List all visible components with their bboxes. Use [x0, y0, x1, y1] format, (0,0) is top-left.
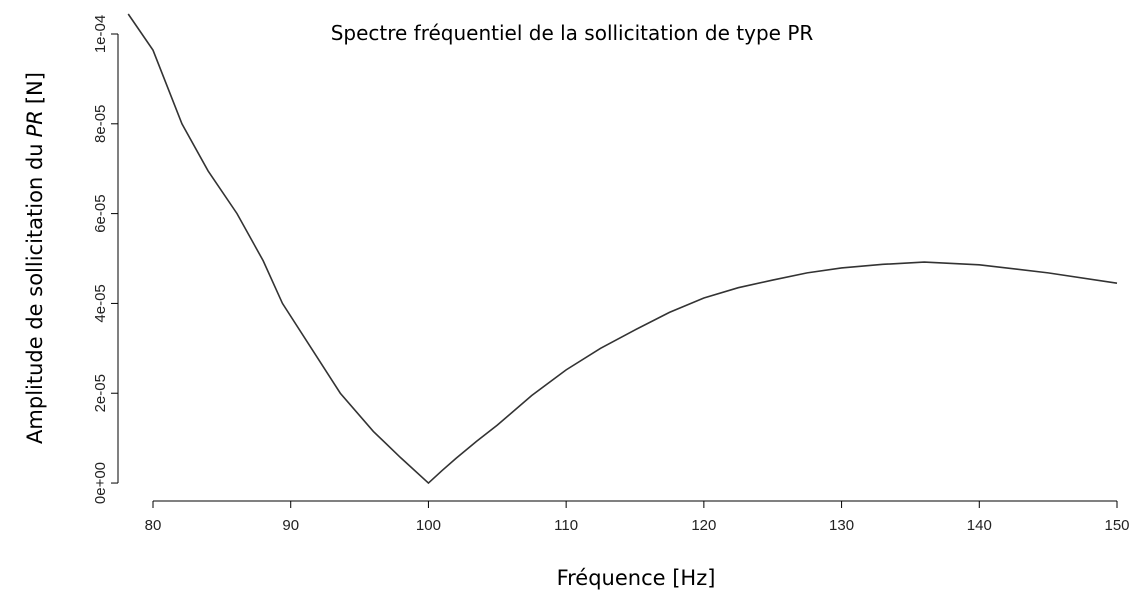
x-tick-label: 120: [691, 517, 716, 534]
chart-title: Spectre fréquentiel de la sollicitation …: [331, 21, 814, 45]
x-tick-label: 80: [145, 517, 162, 534]
x-axis-label: Fréquence [Hz]: [557, 566, 716, 590]
y-tick-label: 1e-04: [92, 15, 109, 53]
y-tick-label: 4e-05: [92, 284, 109, 322]
y-axis-label-part: PR: [23, 110, 47, 137]
x-tick-label: 90: [282, 517, 299, 534]
y-tick-label: 8e-05: [92, 105, 109, 143]
y-axis-label: Amplitude de sollicitation du PR [N]: [23, 72, 47, 444]
y-axis-label-part: [N]: [23, 72, 47, 104]
data-line: [127, 13, 1118, 485]
x-tick-label: 130: [829, 517, 854, 534]
y-axis-label-part: Amplitude de sollicitation du: [23, 143, 47, 444]
y-tick-label: 6e-05: [92, 194, 109, 232]
x-tick-label: 150: [1104, 517, 1129, 534]
y-tick-label: 0e+00: [92, 462, 109, 504]
x-tick-label: 110: [554, 517, 578, 534]
y-tick-label: 2e-05: [92, 374, 109, 412]
x-tick-label: 140: [967, 517, 992, 534]
x-tick-label: 100: [416, 517, 441, 534]
